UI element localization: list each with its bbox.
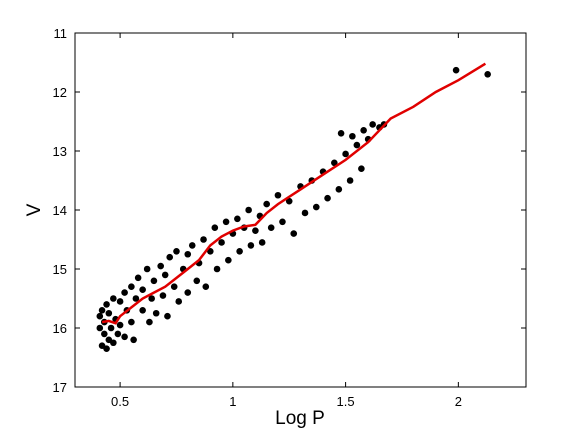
- point: [184, 289, 192, 296]
- point: [148, 295, 155, 302]
- point: [312, 203, 320, 211]
- y-tick-label: 13: [53, 144, 67, 159]
- point: [159, 292, 167, 299]
- point: [218, 239, 225, 246]
- point: [114, 330, 122, 338]
- point: [285, 197, 293, 205]
- point: [337, 130, 345, 137]
- fit-line: [101, 62, 487, 325]
- point: [134, 274, 142, 282]
- point: [121, 333, 128, 341]
- y-tick-label: 15: [53, 262, 67, 277]
- y-tick-label: 12: [53, 85, 67, 100]
- plot-frame: [74, 32, 527, 388]
- point: [369, 121, 376, 128]
- y-axis-label: V: [24, 203, 45, 216]
- point: [132, 295, 140, 302]
- point: [324, 194, 331, 202]
- point: [130, 336, 137, 344]
- point: [116, 298, 124, 305]
- point: [267, 224, 275, 231]
- point: [211, 224, 219, 231]
- y-tick-label: 11: [54, 26, 68, 41]
- point: [263, 200, 270, 208]
- point: [139, 286, 146, 293]
- point: [342, 150, 349, 158]
- point: [98, 307, 106, 314]
- point: [484, 71, 491, 78]
- point: [188, 242, 196, 249]
- point: [301, 209, 309, 217]
- point: [105, 309, 113, 317]
- point: [349, 132, 356, 140]
- point: [166, 253, 174, 261]
- point: [346, 177, 354, 184]
- point: [258, 239, 266, 246]
- point: [96, 324, 104, 332]
- point: [107, 324, 115, 332]
- point: [121, 289, 128, 296]
- point: [200, 236, 207, 243]
- point: [116, 321, 124, 329]
- point: [150, 277, 158, 285]
- point: [146, 318, 153, 326]
- point: [331, 159, 338, 167]
- point: [234, 215, 241, 223]
- point: [184, 250, 192, 258]
- point: [213, 265, 221, 273]
- point: [161, 271, 169, 279]
- y-tick-label: 16: [53, 321, 67, 336]
- x-tick-label: 1: [229, 394, 236, 409]
- point: [170, 283, 178, 291]
- point: [101, 330, 108, 338]
- point: [279, 218, 286, 226]
- point: [103, 345, 110, 352]
- point: [152, 309, 160, 317]
- y-tick-label: 17: [53, 380, 67, 395]
- point: [128, 318, 135, 326]
- point: [358, 165, 365, 172]
- point: [143, 265, 151, 273]
- point: [290, 230, 298, 237]
- x-tick-label: 2: [455, 394, 462, 409]
- point: [175, 298, 183, 305]
- point: [335, 186, 343, 193]
- point: [128, 283, 135, 291]
- point: [193, 277, 201, 285]
- point: [96, 312, 104, 320]
- point: [245, 206, 252, 214]
- point: [110, 295, 117, 302]
- point: [247, 242, 255, 249]
- point: [353, 141, 361, 149]
- point: [103, 301, 110, 308]
- x-axis-label: Log P: [275, 408, 325, 429]
- point: [360, 127, 367, 134]
- point: [252, 227, 259, 234]
- point: [164, 312, 171, 320]
- point: [207, 248, 214, 255]
- point: [225, 256, 232, 264]
- point: [157, 262, 164, 270]
- point: [110, 339, 117, 347]
- point: [222, 218, 230, 226]
- y-tick-label: 14: [53, 203, 67, 218]
- x-tick-label: 1.5: [337, 394, 355, 409]
- point: [139, 307, 146, 314]
- point: [274, 191, 282, 199]
- point: [452, 66, 460, 74]
- point: [236, 248, 243, 255]
- point: [202, 283, 210, 291]
- x-tick-label: 0.5: [111, 394, 129, 409]
- point: [173, 248, 180, 255]
